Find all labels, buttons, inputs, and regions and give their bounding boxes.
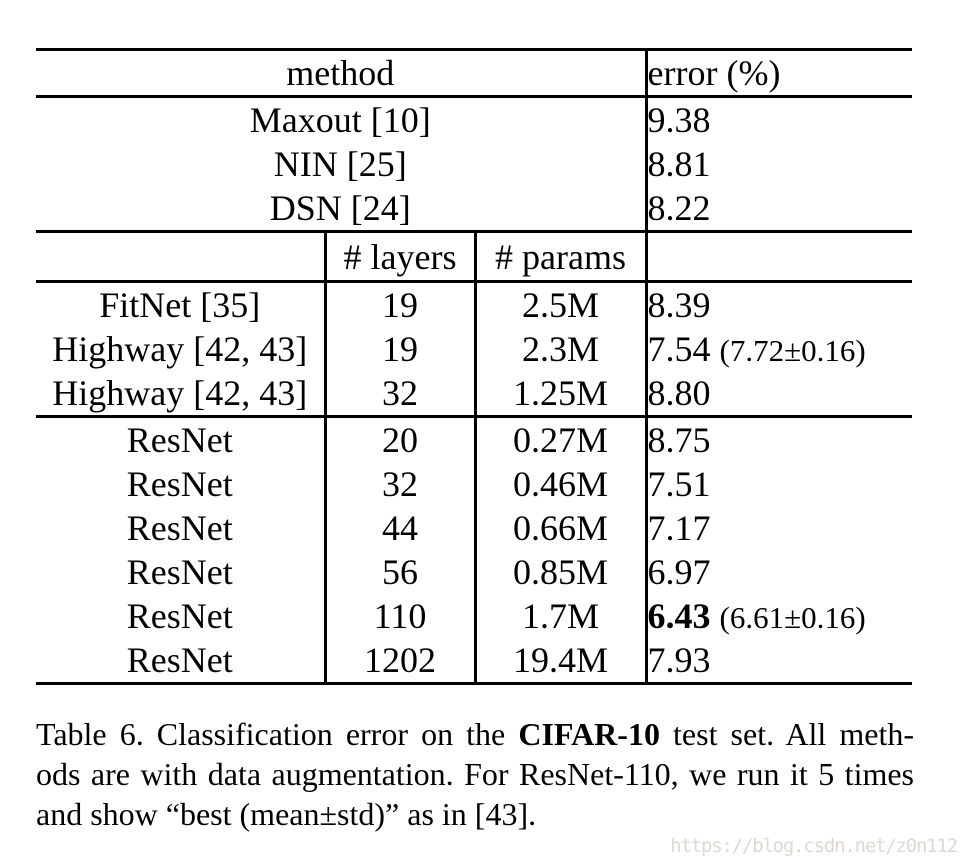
- layers-cell: 56: [323, 550, 475, 594]
- layers-cell: 32: [323, 371, 475, 418]
- error-note: (7.72±0.16): [719, 333, 866, 368]
- params-cell: 2.5M: [473, 281, 647, 327]
- method-cell: Highway [42, 43]: [36, 371, 325, 418]
- error-cell: 8.75: [644, 416, 913, 462]
- error-value: 7.93: [647, 640, 711, 680]
- error-cell: 8.22: [644, 186, 913, 233]
- params-cell: 0.46M: [473, 462, 647, 506]
- error-value: 6.97: [647, 552, 711, 592]
- subheader-params: # params: [473, 231, 647, 283]
- params-cell: 0.27M: [473, 416, 647, 462]
- method-cell: FitNet [35]: [99, 285, 261, 325]
- table-row: Maxout [10] 9.38: [36, 96, 913, 142]
- params-cell: 1.25M: [473, 371, 647, 418]
- table-row: DSN [24] 8.22: [36, 186, 913, 233]
- error-value: 8.75: [647, 420, 711, 460]
- error-value: 7.17: [647, 508, 711, 548]
- params-cell: 0.85M: [473, 550, 647, 594]
- header-error: error (%): [644, 49, 913, 98]
- error-cell: 8.80: [644, 371, 913, 418]
- method-cell: ResNet: [36, 638, 325, 685]
- error-value: 8.39: [647, 285, 711, 325]
- error-cell: 7.17: [644, 506, 913, 550]
- error-cell: 7.93: [644, 638, 913, 685]
- header-method: method: [36, 49, 647, 98]
- caption-dataset-name: CIFAR-10: [518, 716, 660, 752]
- method-cell: ResNet: [126, 552, 233, 592]
- layers-cell: 110: [323, 594, 475, 638]
- subheader-layers: # layers: [323, 231, 475, 283]
- empty-cell: [644, 231, 913, 283]
- table-row: ResNet 56 0.85M 6.97: [36, 550, 913, 594]
- params-cell: 19.4M: [473, 638, 647, 685]
- method-cell: ResNet: [126, 464, 233, 504]
- error-cell: 6.97: [644, 550, 913, 594]
- empty-cell: [36, 231, 325, 283]
- error-note: (6.61±0.16): [719, 600, 866, 635]
- table-row: Highway [42, 43] 19 2.3M 7.54 (7.72±0.16): [36, 327, 913, 371]
- params-cell: 1.7M: [473, 594, 647, 638]
- table-row: ResNet 32 0.46M 7.51: [36, 462, 913, 506]
- method-cell: ResNet: [126, 596, 233, 636]
- error-value: 8.80: [647, 373, 711, 413]
- layers-cell: 19: [323, 327, 475, 371]
- error-cell: 9.38: [644, 96, 913, 142]
- caption-text: test set. All meth-: [659, 716, 915, 752]
- method-cell: DSN [24]: [36, 186, 647, 233]
- layers-cell: 1202: [323, 638, 475, 685]
- cifar10-results-table: method error (%) Maxout [10] 9.38 NIN [2…: [36, 48, 913, 685]
- caption-line-3: and show “best (mean±std)” as in [43].: [36, 796, 537, 832]
- error-cell: 8.39: [644, 281, 913, 327]
- params-cell: 0.66M: [473, 506, 647, 550]
- method-cell: ResNet: [126, 508, 233, 548]
- method-cell: Highway [42, 43]: [52, 329, 308, 369]
- csdn-watermark: https://blog.csdn.net/z0n112: [670, 835, 958, 857]
- table-row: NIN [25] 8.81: [36, 142, 913, 186]
- table-subheader-row: # layers # params: [36, 231, 913, 283]
- layers-cell: 19: [323, 281, 475, 327]
- caption-text: Table 6. Classification error on the: [36, 716, 519, 752]
- table-row: ResNet 20 0.27M 8.75: [36, 416, 913, 462]
- layers-cell: 32: [323, 462, 475, 506]
- layers-cell: 20: [323, 416, 475, 462]
- table-caption: Table 6. Classification error on the CIF…: [36, 714, 914, 834]
- table-header-row: method error (%): [36, 49, 913, 98]
- error-cell: 7.51: [644, 462, 913, 506]
- table-row: ResNet 110 1.7M 6.43 (6.61±0.16): [36, 594, 913, 638]
- error-value-best: 6.43: [647, 596, 711, 636]
- caption-line-2: ods are with data augmentation. For ResN…: [36, 756, 914, 792]
- table-row: Highway [42, 43] 32 1.25M 8.80: [36, 371, 913, 418]
- table-row: ResNet 44 0.66M 7.17: [36, 506, 913, 550]
- error-cell: 7.54 (7.72±0.16): [644, 327, 913, 371]
- error-cell: 8.81: [644, 142, 913, 186]
- method-cell: ResNet: [126, 420, 233, 460]
- table-row: ResNet 1202 19.4M 7.93: [36, 638, 913, 685]
- params-cell: 2.3M: [473, 327, 647, 371]
- error-value: 7.51: [647, 464, 711, 504]
- layers-cell: 44: [323, 506, 475, 550]
- error-cell: 6.43 (6.61±0.16): [644, 594, 913, 638]
- method-cell: Maxout [10]: [249, 100, 431, 140]
- caption-line-1: Table 6. Classification error on the CIF…: [36, 714, 914, 754]
- error-value: 7.54: [647, 329, 711, 369]
- method-cell: NIN [25]: [273, 144, 407, 184]
- table-row: FitNet [35] 19 2.5M 8.39: [36, 281, 913, 327]
